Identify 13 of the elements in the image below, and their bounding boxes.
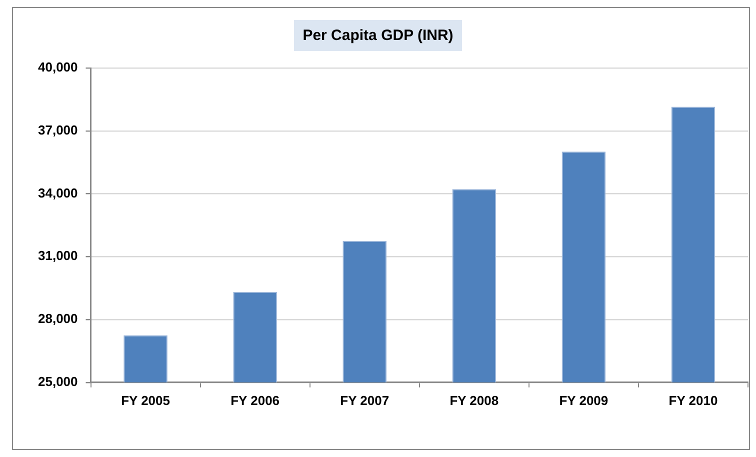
x-tick-label: FY 2006 [230,392,280,408]
x-tick-label: FY 2009 [559,392,608,408]
x-tick-label: FY 2005 [121,392,170,408]
y-tick-label: 34,000 [38,185,78,200]
x-tick-label: FY 2007 [340,392,390,408]
y-tick-label: 25,000 [38,374,78,389]
y-tick-label: 28,000 [38,311,78,326]
x-tick-label: FY 2008 [450,392,499,408]
y-tick-label: 37,000 [38,122,78,138]
y-tick-label: 40,000 [38,60,78,75]
chart-title: Per Capita GDP (INR) [294,20,462,51]
x-tick-label: FY 2010 [668,392,718,408]
y-tick-label: 31,000 [38,248,78,264]
